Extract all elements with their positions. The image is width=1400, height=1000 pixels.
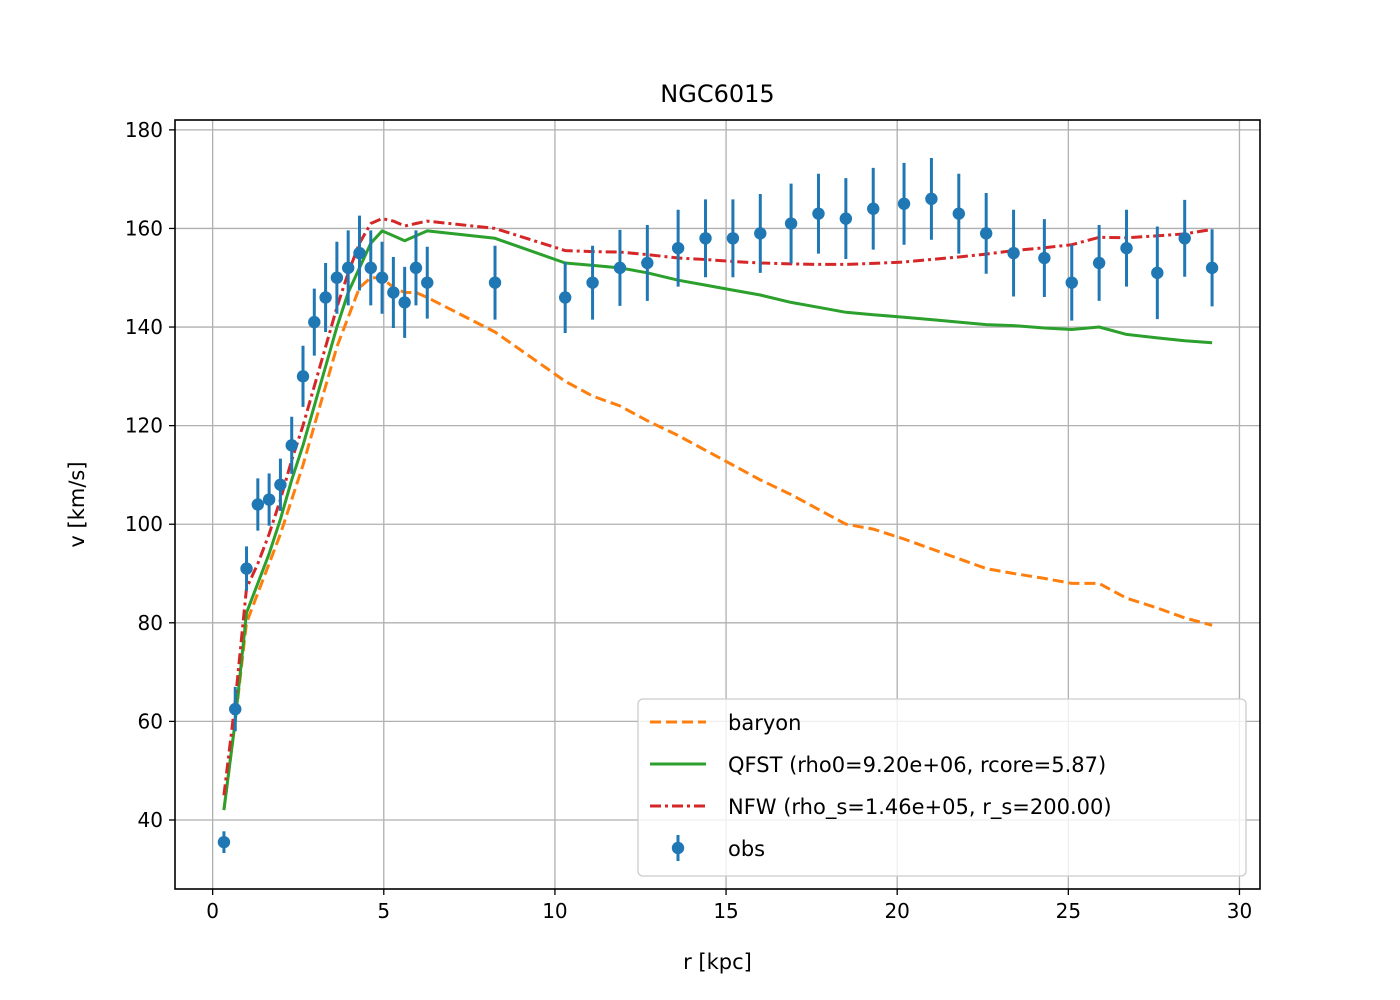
series-line-1 <box>222 229 1213 811</box>
obs-point <box>409 261 423 275</box>
obs-point <box>353 246 366 260</box>
plot-frame <box>174 119 1261 890</box>
obs-point <box>1007 246 1020 260</box>
ticks: 0 5 10 15 20 25 30 40 60 80 100 120 140 160 180 <box>125 118 1252 923</box>
obs-point <box>1120 241 1133 255</box>
obs-point <box>1038 251 1051 265</box>
obs-point <box>613 261 627 275</box>
obs-point <box>1178 232 1191 245</box>
obs-point <box>1151 266 1164 280</box>
y-tick-label: 40 <box>138 808 163 832</box>
obs-point <box>364 261 377 275</box>
legend: baryon QFST (rho0=9.20e+06, rcore=5.87) NF… <box>637 698 1247 877</box>
x-axis-label: r [kpc] <box>683 950 752 974</box>
grid <box>175 120 1260 889</box>
obs-point <box>726 232 740 245</box>
chart-title: NGC6015 <box>660 80 774 108</box>
legend-label-0: baryon <box>728 711 801 735</box>
y-axis-label: v [km/s] <box>65 461 89 547</box>
obs-point <box>375 271 389 284</box>
y-tick-label: 100 <box>125 512 163 536</box>
x-tick-label: 30 <box>1227 899 1252 923</box>
obs-point <box>421 276 434 289</box>
legend-label-1: QFST (rho0=9.20e+06, rcore=5.87) <box>728 753 1106 777</box>
x-tick-label: 20 <box>884 899 909 923</box>
obs-point <box>319 291 332 304</box>
obs-point <box>897 197 911 211</box>
obs-point <box>754 227 767 240</box>
y-tick-label: 140 <box>125 315 163 339</box>
obs-point <box>387 286 400 299</box>
obs-point <box>1065 276 1078 289</box>
observations-layer <box>217 157 1219 854</box>
obs-point <box>952 207 966 220</box>
obs-point <box>867 202 880 215</box>
x-tick-label: 10 <box>542 899 567 923</box>
legend-swatch-obs-point <box>671 841 685 855</box>
y-tick-label: 80 <box>138 611 163 635</box>
obs-point <box>229 702 242 716</box>
obs-point <box>308 315 321 329</box>
obs-point <box>488 276 502 289</box>
x-tick-label: 0 <box>206 899 219 923</box>
obs-point <box>296 370 310 383</box>
x-tick-label: 25 <box>1056 899 1081 923</box>
legend-box <box>637 698 1247 877</box>
obs-point <box>784 217 798 230</box>
legend-label-2: NFW (rho_s=1.46e+05, r_s=200.00) <box>728 795 1112 820</box>
y-tick-label: 60 <box>138 709 163 733</box>
obs-point <box>586 276 599 289</box>
y-tick-label: 120 <box>125 414 163 438</box>
obs-point <box>925 192 938 206</box>
obs-point <box>330 271 344 284</box>
obs-point <box>839 212 853 225</box>
series-line-0 <box>222 276 1213 811</box>
y-tick-label: 160 <box>125 216 163 240</box>
obs-point <box>812 207 825 220</box>
obs-point <box>641 256 654 270</box>
obs-point <box>262 493 276 506</box>
obs-point <box>1092 256 1106 270</box>
legend-label-obs: obs <box>728 837 765 861</box>
obs-point <box>251 498 265 511</box>
obs-point <box>671 241 685 255</box>
obs-point <box>274 478 287 491</box>
obs-point <box>285 439 298 452</box>
obs-point <box>979 227 993 240</box>
obs-point <box>699 232 712 245</box>
obs-point <box>341 261 355 275</box>
obs-point <box>240 562 253 575</box>
obs-point <box>217 835 231 849</box>
obs-point <box>398 296 411 309</box>
obs-point <box>558 291 572 304</box>
obs-point <box>1205 261 1219 275</box>
x-tick-label: 5 <box>377 899 390 923</box>
y-tick-label: 180 <box>125 118 163 142</box>
x-tick-label: 15 <box>713 899 738 923</box>
